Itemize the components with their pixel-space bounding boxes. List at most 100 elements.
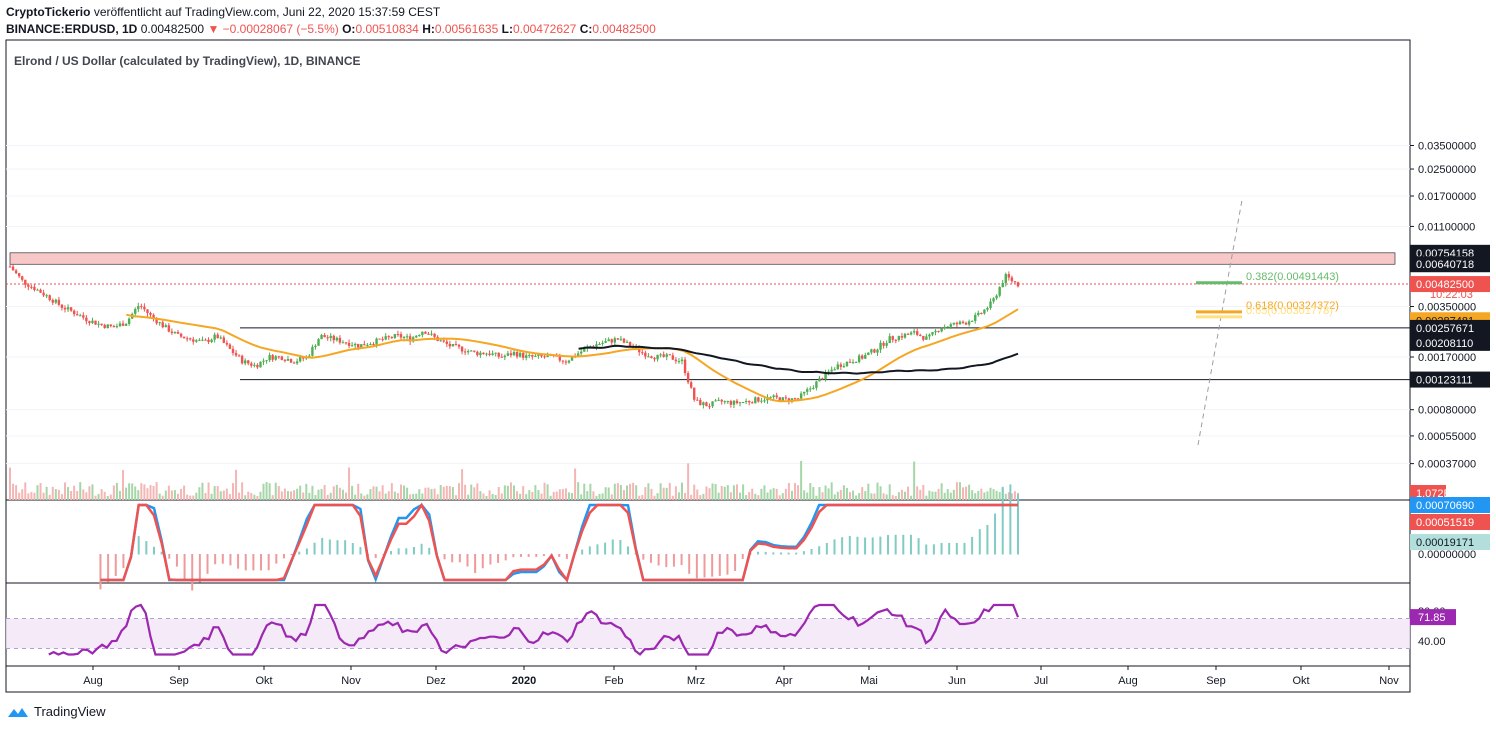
candle-body <box>934 330 937 333</box>
volume-bar <box>106 495 109 500</box>
candle-body <box>903 333 907 338</box>
candle-body <box>216 334 219 339</box>
volume-bar <box>128 483 131 500</box>
macd-histogram-bar <box>451 554 454 563</box>
volume-bar <box>787 482 790 500</box>
candle-body <box>106 324 109 328</box>
volume-bar <box>894 495 897 500</box>
volume-bar <box>485 495 488 500</box>
candle-body <box>274 356 277 360</box>
y-tick-label: 0.00080000 <box>1418 405 1476 417</box>
macd-histogram-bar <box>206 554 209 574</box>
rsi-line <box>48 603 1020 656</box>
volume-bar <box>702 493 705 500</box>
volume-bar <box>12 483 15 500</box>
volume-bar <box>958 482 961 500</box>
candle-body <box>867 352 870 355</box>
macd-histogram-bar <box>390 551 393 555</box>
candle-body <box>980 312 983 314</box>
volume-bar <box>18 492 21 500</box>
macd-histogram-bar <box>994 513 997 555</box>
candle-body <box>528 355 531 357</box>
candle-body <box>598 343 601 345</box>
candle-body <box>155 318 158 324</box>
candle-body <box>109 324 112 327</box>
x-tick-label: Nov <box>1379 675 1399 687</box>
candle-body <box>485 353 488 355</box>
macd-histogram-bar <box>741 554 744 559</box>
candle-body <box>567 360 571 363</box>
macd-histogram-bar <box>963 542 966 555</box>
candle-body <box>418 334 421 336</box>
volume-bar <box>650 488 653 500</box>
candle-body <box>809 388 812 390</box>
candle-body <box>909 332 913 335</box>
candle-body <box>861 355 864 359</box>
candle-body <box>195 340 198 342</box>
volume-bar <box>314 495 317 500</box>
price-chart[interactable]: 0.382(0.00491443) 0.618(0.00324372)0.65(0… <box>0 0 1496 700</box>
macd-histogram-bar <box>978 529 981 555</box>
macd-histogram-bar <box>412 546 415 555</box>
volume-bar <box>305 483 308 500</box>
volume-bar <box>27 493 30 500</box>
projection-line <box>1197 199 1243 446</box>
volume-bar <box>726 485 729 500</box>
candle-body <box>353 343 357 346</box>
volume-bar <box>509 482 512 500</box>
volume-bar <box>519 493 522 500</box>
y-tick-label: 0.00037000 <box>1418 459 1476 471</box>
candle-body <box>338 337 342 343</box>
candle-body <box>760 400 763 402</box>
macd-histogram-bar <box>1001 486 1004 555</box>
candle-body <box>610 339 613 343</box>
volume-bar <box>51 486 54 500</box>
candle-body <box>665 354 668 357</box>
macd-histogram-bar <box>137 536 140 555</box>
volume-bar <box>418 489 421 500</box>
volume-bar <box>500 493 503 500</box>
volume-bar <box>412 493 415 500</box>
volume-bar <box>555 491 558 500</box>
macd-histogram-bar <box>795 552 798 555</box>
volume-bar <box>73 485 76 500</box>
volume-bar <box>369 489 372 500</box>
volume-bar <box>363 495 366 500</box>
volume-bar <box>677 492 680 500</box>
macd-histogram-bar <box>405 548 408 555</box>
macd-histogram-bar <box>688 554 691 574</box>
candle-body <box>888 336 891 344</box>
volume-bar <box>430 488 433 500</box>
macd-label-box <box>1410 497 1490 513</box>
candle-body <box>970 320 974 322</box>
candle-body <box>503 355 507 358</box>
volume-bar <box>436 494 439 500</box>
volume-bar <box>748 492 751 500</box>
volume-bar <box>91 484 94 500</box>
volume-bar <box>522 486 525 500</box>
candle-body <box>237 355 241 357</box>
candle-body <box>738 402 742 404</box>
macd-histogram-bar <box>802 551 805 555</box>
volume-bar <box>207 482 210 500</box>
volume-bar <box>720 486 723 500</box>
author-name[interactable]: CryptoTickerio <box>6 5 91 19</box>
candle-body <box>977 312 980 315</box>
volume-bar <box>742 484 745 500</box>
candle-body <box>628 341 632 347</box>
macd-histogram-bar <box>703 554 706 578</box>
x-tick-label: Aug <box>1118 675 1138 687</box>
macd-histogram-bar <box>588 546 591 555</box>
macd-histogram-bar <box>764 551 767 555</box>
volume-bar <box>888 484 891 500</box>
volume-bar <box>619 484 622 500</box>
candle-body <box>94 320 97 325</box>
candle-body <box>989 301 992 309</box>
tradingview-logo[interactable]: TradingView <box>6 704 106 719</box>
macd-histogram-bar <box>940 542 943 555</box>
candle-body <box>262 360 265 362</box>
x-tick-label: Sep <box>169 675 189 687</box>
volume-bar <box>192 495 195 500</box>
candle-body <box>253 364 256 366</box>
volume-bar <box>897 492 900 500</box>
